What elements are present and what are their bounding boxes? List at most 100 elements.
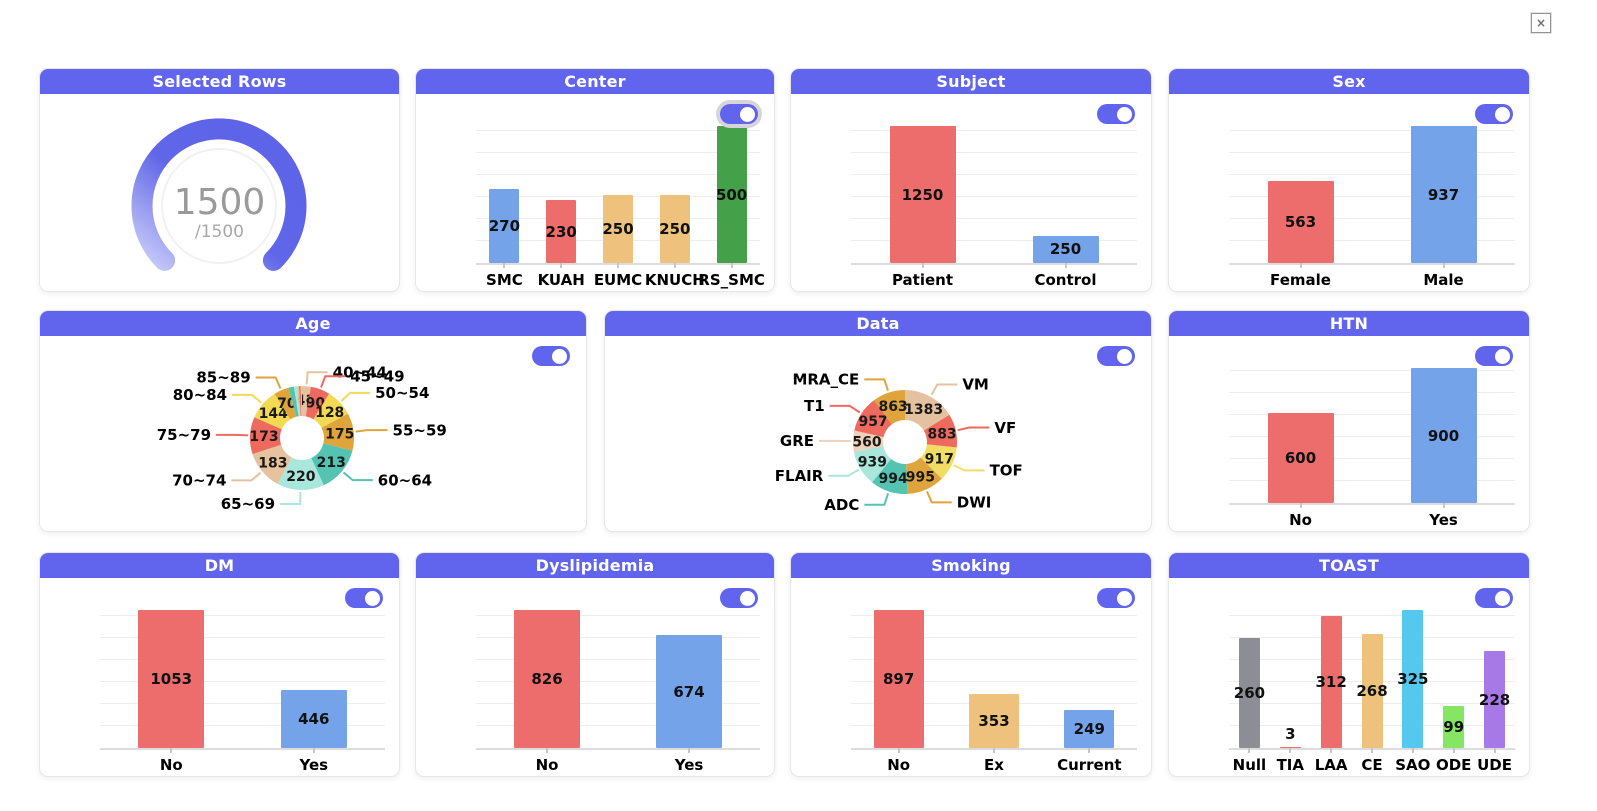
donut-segment-small bbox=[288, 386, 299, 417]
bar-CE[interactable] bbox=[1361, 634, 1383, 748]
dyslipidemia-toggle[interactable] bbox=[720, 588, 758, 608]
smoking-toggle[interactable] bbox=[1097, 588, 1135, 608]
axis-tick bbox=[993, 748, 995, 753]
category-label: ODE bbox=[1435, 756, 1472, 774]
bar-Current[interactable] bbox=[1064, 709, 1115, 748]
donut-segment-ADC[interactable] bbox=[872, 459, 908, 494]
donut-leader-line bbox=[355, 429, 388, 433]
htn-chart: 600 No 900 Yes bbox=[1169, 336, 1529, 531]
dm-toggle[interactable] bbox=[345, 588, 383, 608]
gridline bbox=[1229, 458, 1515, 459]
bar-EUMC[interactable] bbox=[603, 194, 633, 263]
donut-value-label: 144 bbox=[259, 406, 288, 422]
donut-segment-60~64[interactable] bbox=[311, 443, 353, 486]
bar-Control[interactable] bbox=[1032, 235, 1099, 263]
bar-Yes[interactable] bbox=[1410, 368, 1477, 503]
toggle-knob bbox=[1117, 348, 1132, 364]
close-button[interactable]: × bbox=[1531, 13, 1551, 33]
donut-segment-MRA_CE[interactable] bbox=[874, 390, 905, 425]
bar-No[interactable] bbox=[873, 610, 924, 748]
bar-No[interactable] bbox=[138, 610, 205, 748]
category-label: RS_SMC bbox=[698, 271, 765, 289]
toggle-knob bbox=[1495, 106, 1510, 122]
htn-toggle[interactable] bbox=[1475, 346, 1513, 366]
subject-toggle[interactable] bbox=[1097, 104, 1135, 124]
donut-leader-line bbox=[340, 391, 371, 402]
donut-segment-40~44[interactable] bbox=[302, 386, 311, 417]
axis-tick bbox=[1299, 263, 1302, 268]
donut-leader-line bbox=[864, 378, 889, 392]
bar-SAO[interactable] bbox=[1402, 610, 1424, 748]
axis-tick bbox=[921, 263, 924, 268]
donut-segment-TOF[interactable] bbox=[920, 444, 957, 479]
sex-chart: 563 Female 937 Male bbox=[1169, 94, 1529, 291]
donut-segment-GRE[interactable] bbox=[853, 430, 884, 452]
donut-value-label: 175 bbox=[325, 426, 354, 442]
center-toggle[interactable] bbox=[720, 104, 758, 124]
donut-leader-line bbox=[216, 433, 249, 437]
donut-segment-DWI[interactable] bbox=[906, 457, 942, 494]
donut-segment-45~49[interactable] bbox=[305, 386, 330, 420]
donut-value-label: 863 bbox=[878, 399, 907, 415]
gridline bbox=[851, 218, 1137, 219]
donut-value-label: 939 bbox=[858, 454, 887, 470]
bar-KNUCH[interactable] bbox=[659, 194, 690, 263]
donut-segment-75~79[interactable] bbox=[250, 417, 282, 455]
card-selected-rows-title: Selected Rows bbox=[40, 69, 399, 94]
donut-segment-FLAIR[interactable] bbox=[853, 446, 892, 483]
donut-segment-T1[interactable] bbox=[854, 400, 892, 438]
axis-tick bbox=[1493, 748, 1496, 753]
bar-Null[interactable] bbox=[1238, 637, 1260, 748]
axis-tick bbox=[546, 748, 548, 753]
card-center-title: Center bbox=[416, 69, 774, 94]
bar-TIA[interactable] bbox=[1279, 746, 1301, 748]
donut-segment-65~69[interactable] bbox=[277, 457, 324, 490]
bar-value-label: 312 bbox=[1315, 672, 1347, 691]
axis-tick bbox=[1442, 263, 1445, 268]
card-selected-rows: Selected Rows 1500 /1500 bbox=[39, 68, 400, 292]
data-toggle[interactable] bbox=[1097, 346, 1135, 366]
bar-value-label: 249 bbox=[1073, 719, 1105, 738]
bar-Yes[interactable] bbox=[280, 689, 347, 748]
gridline bbox=[476, 725, 760, 726]
bar-No[interactable] bbox=[514, 610, 580, 748]
category-label: TIA bbox=[1276, 756, 1304, 774]
donut-segment-small bbox=[298, 386, 302, 417]
toggle-knob bbox=[1495, 590, 1510, 606]
bar-SMC[interactable] bbox=[489, 189, 520, 263]
toast-toggle[interactable] bbox=[1475, 588, 1513, 608]
donut-segment-85~89[interactable] bbox=[274, 387, 297, 420]
gridline bbox=[476, 681, 760, 682]
bar-Patient[interactable] bbox=[889, 126, 956, 263]
bar-No[interactable] bbox=[1267, 413, 1334, 503]
donut-category-label-75~79: 75~79 bbox=[157, 426, 211, 444]
bar-Male[interactable] bbox=[1410, 126, 1477, 263]
bar-UDE[interactable] bbox=[1484, 651, 1506, 748]
data-donut: 1383 VM 883 VF 917 TOF 995 DWI 994 ADC 939 FLAIR 560… bbox=[775, 371, 1023, 514]
bar-Yes[interactable] bbox=[656, 635, 722, 748]
donut-segment-50~54[interactable] bbox=[313, 393, 348, 428]
bar-KUAH[interactable] bbox=[546, 199, 577, 263]
donut-category-label-DWI: DWI bbox=[957, 494, 992, 512]
donut-segment-55~59[interactable] bbox=[321, 413, 355, 451]
sex-toggle[interactable] bbox=[1475, 104, 1513, 124]
category-label: No bbox=[159, 756, 183, 774]
bar-Ex[interactable] bbox=[969, 693, 1019, 748]
donut-segment-VM[interactable] bbox=[905, 390, 950, 431]
gridline bbox=[851, 152, 1137, 153]
age-toggle[interactable] bbox=[532, 346, 570, 366]
donut-segment-70~74[interactable] bbox=[252, 444, 292, 484]
bar-LAA[interactable] bbox=[1320, 615, 1342, 748]
bar-RS_SMC[interactable] bbox=[716, 126, 747, 263]
bar-ODE[interactable] bbox=[1443, 705, 1465, 748]
donut-segment-80~84[interactable] bbox=[254, 393, 291, 430]
donut-category-label-80~84: 80~84 bbox=[173, 386, 227, 404]
bar-Female[interactable] bbox=[1267, 180, 1334, 263]
donut-category-label-GRE: GRE bbox=[780, 432, 814, 450]
category-label: Female bbox=[1270, 271, 1331, 289]
toast-chart: 260 Null 3 TIA 312 LAA 268 CE 325 SAO 99 ODE 228 UDE bbox=[1169, 578, 1529, 776]
card-dyslipidemia-title: Dyslipidemia bbox=[416, 553, 774, 578]
donut-category-label-50~54: 50~54 bbox=[375, 384, 429, 402]
axis-tick bbox=[312, 748, 315, 753]
donut-segment-VF[interactable] bbox=[923, 414, 957, 448]
